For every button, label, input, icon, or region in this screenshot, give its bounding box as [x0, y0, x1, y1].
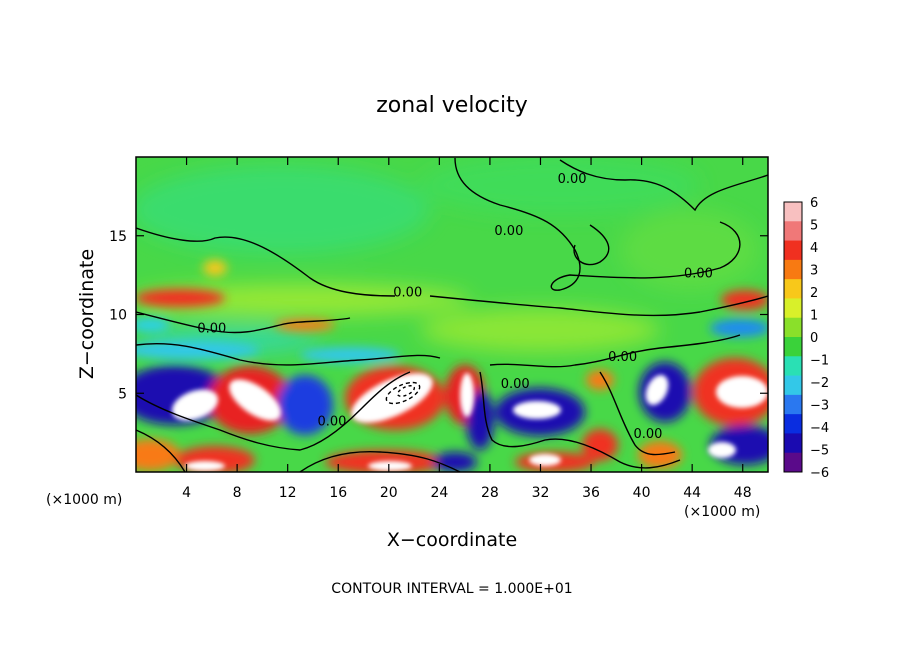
- x-tick-label: 40: [633, 485, 651, 501]
- colorbar: 6 5 4 3 2 1 0 −1 −2 −3 −4 −5 −6: [783, 196, 829, 481]
- colorbar-swatch: [784, 317, 802, 338]
- colorbar-swatch: [784, 414, 802, 434]
- contour-label: 0.00: [197, 322, 226, 337]
- colorbar-frame: [783, 201, 803, 473]
- colorbar-tick-label: 0: [810, 331, 818, 346]
- contour-line: [136, 227, 396, 297]
- x-tick-label: 16: [329, 485, 347, 501]
- colorbar-tick-label: −2: [810, 376, 829, 391]
- x-unit-label: (×1000 m): [684, 504, 760, 520]
- x-tick-label: 8: [233, 485, 242, 501]
- colorbar-tick-label: −6: [810, 466, 829, 481]
- contour-line: [136, 429, 186, 472]
- contour-label: 0.00: [494, 224, 523, 239]
- x-tick-label: 24: [430, 485, 448, 501]
- colorbar-tick-label: 4: [810, 241, 818, 256]
- y-unit-label: (×1000 m): [46, 492, 122, 508]
- contour-line: [136, 371, 411, 451]
- zero-contours: [136, 157, 768, 472]
- colorbar-tick-label: 5: [810, 219, 818, 234]
- x-tick-label: 48: [734, 485, 752, 501]
- x-tick-label: 36: [582, 485, 600, 501]
- colorbar-swatch: [784, 452, 802, 473]
- colorbar-swatch: [784, 375, 802, 396]
- contour-label: 0.00: [608, 350, 637, 365]
- colorbar-tick-label: 1: [810, 309, 818, 324]
- y-axis-label: Z−coordinate: [76, 249, 98, 379]
- contour-line: [136, 311, 351, 334]
- contour-line: [479, 371, 681, 469]
- colorbar-swatch: [784, 202, 802, 222]
- y-tick-label: 5: [118, 386, 127, 402]
- contour-label: 0.00: [558, 172, 587, 187]
- x-tick-label: 28: [481, 485, 499, 501]
- contour-label: 0.00: [393, 285, 422, 300]
- x-tick-label: 44: [683, 485, 701, 501]
- x-tick-label: 20: [380, 485, 398, 501]
- y-tick-label: 15: [109, 229, 127, 245]
- contour-line: [299, 450, 461, 472]
- contour-interval-note: CONTOUR INTERVAL = 1.000E+01: [331, 581, 572, 597]
- colorbar-swatch: [784, 259, 802, 280]
- colorbar-swatch: [784, 298, 802, 319]
- colorbar-swatch: [784, 356, 802, 377]
- contour-line: [559, 159, 768, 212]
- contour-line: [429, 295, 768, 317]
- colorbar-tick-label: −3: [810, 399, 829, 414]
- contour-label: 0.00: [633, 427, 662, 442]
- y-tick-label: 10: [109, 308, 127, 324]
- contour-label: 0.00: [684, 267, 713, 282]
- contour-line: [489, 334, 741, 368]
- colorbar-swatch: [784, 240, 802, 261]
- x-axis-label: X−coordinate: [387, 529, 517, 551]
- x-tick-label: 12: [279, 485, 297, 501]
- chart-title: zonal velocity: [376, 93, 528, 118]
- contour-line: [573, 224, 610, 266]
- contour-line: [136, 342, 441, 366]
- colorbar-tick-label: −4: [810, 421, 829, 436]
- contour-label: 0.00: [317, 415, 346, 430]
- contour-label: 0.00: [501, 377, 530, 392]
- colorbar-tick-label: −5: [810, 444, 829, 459]
- colorbar-swatch: [784, 279, 802, 299]
- colorbar-tick-label: 6: [810, 196, 818, 211]
- contour-line: [599, 371, 676, 456]
- colorbar-swatch: [784, 221, 802, 242]
- x-tick-label: 4: [182, 485, 191, 501]
- colorbar-swatch: [784, 433, 802, 454]
- colorbar-tick-label: 3: [810, 264, 818, 279]
- contour-labels: 0.00 0.00 0.00 0.00 0.00 0.00 0.00 0.00 0.00: [197, 172, 713, 442]
- contour-line: [454, 157, 741, 291]
- x-tick-label: 32: [532, 485, 550, 501]
- colorbar-tick-label: 2: [810, 286, 818, 301]
- colorbar-swatch: [784, 394, 802, 415]
- colorbar-tick-label: −1: [810, 354, 829, 369]
- plot-area: 0.00 0.00 0.00 0.00 0.00 0.00 0.00 0.00 0.00: [136, 157, 768, 472]
- colorbar-swatch: [784, 337, 802, 357]
